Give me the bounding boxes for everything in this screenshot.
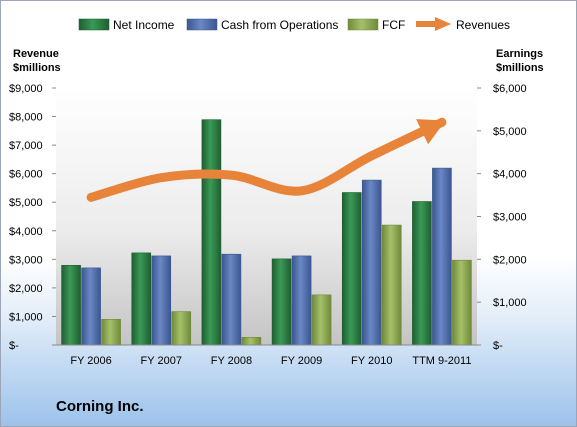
legend-label-cash-from-operations: Cash from Operations: [221, 18, 338, 32]
company-name: Corning Inc.: [56, 398, 144, 415]
bar-net-income: [341, 192, 362, 346]
legend-item-cash-from-operations: Cash from Operations: [186, 18, 338, 32]
legend: Net Income Cash from Operations FCF Reve…: [78, 17, 510, 32]
bar-net-income: [271, 258, 292, 346]
bar-net-income: [131, 252, 152, 346]
bar-fcf: [381, 224, 402, 346]
right-axis-ticks: $- $1,000 $2,000 $3,000 $4,000 $5,000 $6,000: [477, 83, 527, 352]
left-tick-label: $2,000: [9, 283, 43, 295]
left-tick-label: $8,000: [9, 112, 43, 124]
category-label: FY 2009: [281, 355, 322, 367]
bar-fcf: [241, 336, 262, 346]
left-axis-title-line2: $millions: [13, 62, 61, 74]
category-label: TTM 9-2011: [412, 355, 471, 367]
left-tick-label: $7,000: [9, 140, 43, 152]
left-tick-label: $9,000: [9, 83, 43, 95]
bar-cash-from-operations: [81, 267, 101, 346]
left-tick-label: $5,000: [9, 197, 43, 209]
right-tick-label: $4,000: [493, 169, 527, 181]
plot-area: [56, 88, 477, 345]
left-tick-label: $6,000: [9, 169, 43, 181]
bar-fcf: [452, 259, 472, 346]
bar-net-income: [61, 265, 81, 346]
right-tick-label: $2,000: [493, 254, 527, 266]
left-tick-label: $-: [9, 340, 19, 352]
bar-cash-from-operations: [361, 179, 382, 346]
right-axis-title-line2: $millions: [496, 62, 544, 74]
category-label: FY 2008: [211, 355, 252, 367]
right-tick-label: $-: [493, 340, 503, 352]
legend-label-net-income: Net Income: [113, 18, 175, 32]
left-axis-ticks: $- $1,000 $2,000 $3,000 $4,000 $5,000 $6,000 $7…: [9, 83, 56, 352]
bar-cash-from-operations: [432, 167, 452, 346]
bar-net-income: [201, 119, 222, 346]
left-axis-title-line1: Revenue: [13, 48, 59, 60]
bar-fcf: [171, 311, 192, 346]
legend-item-fcf: FCF: [347, 18, 405, 32]
category-label: FY 2007: [141, 355, 182, 367]
category-labels: FY 2006 FY 2007 FY 2008 FY 2009 FY 2010 TTM 9…: [70, 355, 471, 367]
bar-fcf: [311, 294, 332, 346]
right-tick-label: $5,000: [493, 126, 527, 138]
legend-item-net-income: Net Income: [78, 18, 175, 32]
bar-cash-from-operations: [291, 255, 312, 346]
legend-label-fcf: FCF: [382, 18, 405, 32]
bar-cash-from-operations: [151, 255, 172, 346]
left-tick-label: $3,000: [9, 254, 43, 266]
left-tick-label: $1,000: [9, 311, 43, 323]
right-axis-title-line1: Earnings: [496, 48, 543, 60]
category-label: FY 2006: [70, 355, 111, 367]
bars-group: [56, 119, 477, 346]
legend-label-revenues: Revenues: [456, 18, 510, 32]
category-label: FY 2010: [351, 355, 392, 367]
bar-fcf: [101, 318, 121, 346]
right-tick-label: $1,000: [493, 297, 527, 309]
bar-net-income: [412, 201, 432, 346]
revenue-line-group: [86, 117, 447, 202]
left-tick-label: $4,000: [9, 226, 43, 238]
bar-cash-from-operations: [221, 253, 242, 346]
right-tick-label: $6,000: [493, 83, 527, 95]
right-tick-label: $3,000: [493, 212, 527, 224]
revenues-line: [86, 117, 447, 202]
legend-item-revenues: Revenues: [416, 17, 510, 32]
